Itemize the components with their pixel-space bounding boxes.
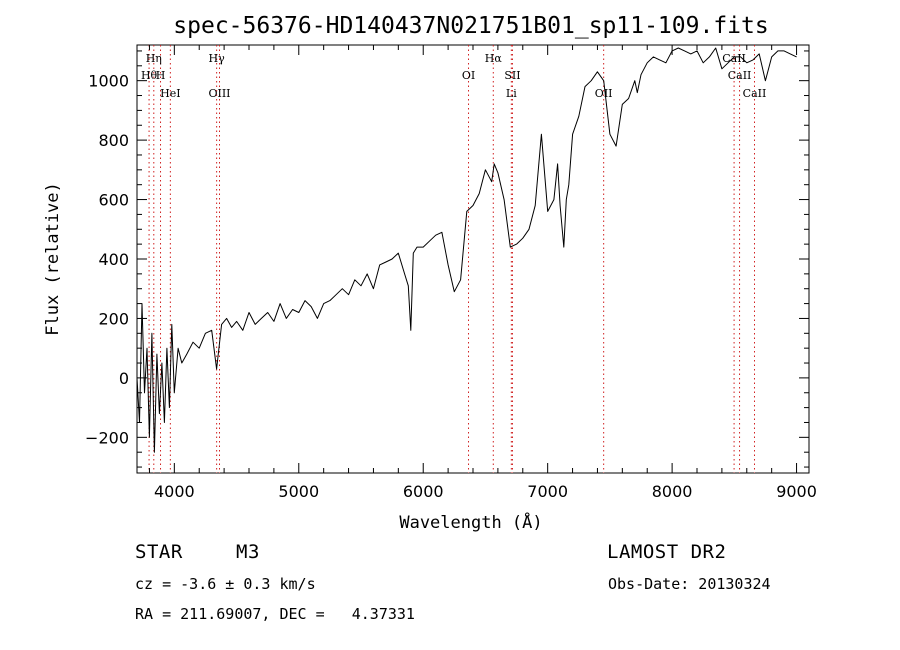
x-tick-label: 8000 — [652, 482, 693, 501]
obs-date: Obs-Date: 20130324 — [608, 575, 771, 593]
chart-title: spec-56376-HD140437N021751B01_sp11-109.f… — [173, 13, 768, 39]
y-tick-label: 400 — [98, 250, 129, 269]
spectrum-series — [136, 47, 797, 453]
line-annotation: CaII — [722, 52, 746, 65]
object-class: STAR — [135, 541, 183, 563]
coordinates-text: RA = 211.69007, DEC = 4.37331 — [135, 605, 415, 623]
line-annotation: Hθ — [141, 69, 158, 82]
line-annotation: OII — [595, 87, 613, 100]
x-tick-label: 9000 — [776, 482, 817, 501]
object-subclass: M3 — [236, 541, 260, 563]
spectrum-chart: spec-56376-HD140437N021751B01_sp11-109.f… — [43, 13, 817, 533]
spectrum-line — [136, 47, 797, 453]
y-tick-label: 800 — [98, 131, 129, 150]
redshift-text: cz = -3.6 ± 0.3 km/s — [135, 575, 316, 593]
line-annotation: Li — [506, 87, 517, 100]
x-axis-label: Wavelength (Å) — [399, 511, 542, 533]
y-tick-label: −200 — [85, 428, 129, 447]
y-tick-label: 0 — [119, 369, 129, 388]
line-annotation: CaII — [743, 87, 767, 100]
x-tick-label: 7000 — [527, 482, 568, 501]
line-markers — [148, 45, 755, 473]
survey-name: LAMOST DR2 — [607, 541, 727, 563]
line-annotation: SII — [504, 69, 520, 82]
y-tick-label: 1000 — [88, 72, 129, 91]
line-annotation: HeI — [160, 87, 180, 100]
y-tick-label: 200 — [98, 309, 129, 328]
y-tick-label: 600 — [98, 191, 129, 210]
y-axis-label: Flux (relative) — [43, 182, 63, 336]
x-tick-label: 4000 — [154, 482, 195, 501]
line-annotation: OIII — [208, 87, 230, 100]
line-annotation: CaII — [728, 69, 752, 82]
plot-frame — [136, 44, 810, 474]
x-tick-label: 6000 — [403, 482, 444, 501]
line-annotation: Hα — [485, 52, 503, 65]
line-annotation: Hη — [146, 52, 162, 65]
x-tick-label: 5000 — [278, 482, 319, 501]
line-annotation: H — [156, 69, 166, 82]
line-annotation: OI — [462, 69, 475, 82]
axis-ticks: 4000 5000 6000 7000 8000 9000 −200 0 200 400 600 80… — [85, 45, 817, 501]
line-annotation: Hγ — [209, 52, 226, 65]
